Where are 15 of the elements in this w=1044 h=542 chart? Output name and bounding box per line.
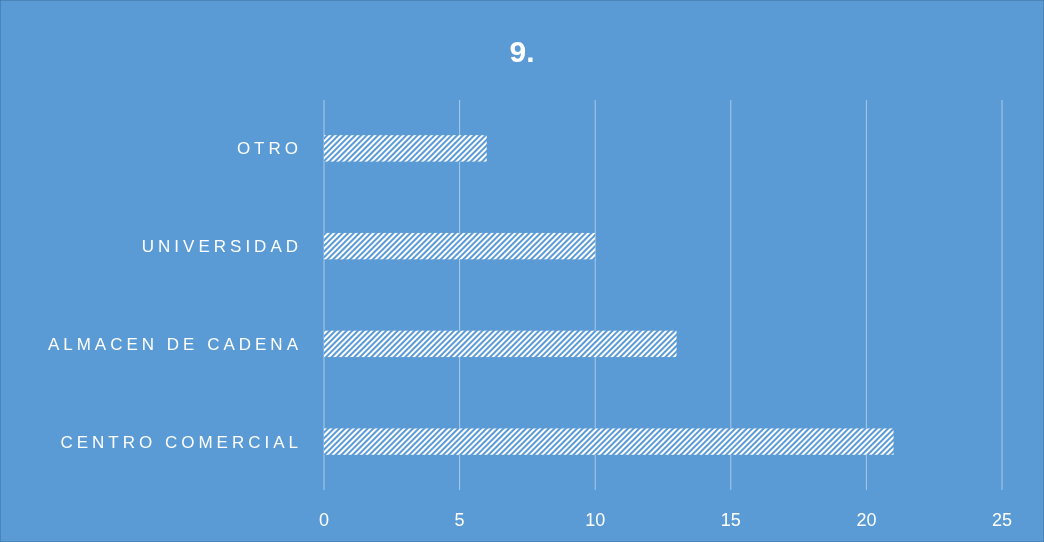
x-tick-label: 5 xyxy=(454,510,465,530)
x-tick-label: 15 xyxy=(720,510,741,530)
y-tick-label: CENTRO COMERCIAL xyxy=(60,432,302,452)
bar xyxy=(324,428,894,455)
y-tick-label: UNIVERSIDAD xyxy=(141,237,302,257)
chart-title: 9. xyxy=(509,35,535,68)
bar xyxy=(324,232,596,260)
y-tick-label: OTRO xyxy=(236,139,302,159)
x-tick-label: 10 xyxy=(585,510,606,530)
bar xyxy=(324,135,487,162)
x-tick-label: 25 xyxy=(991,510,1013,530)
y-tick-label: ALMACEN DE CADENA xyxy=(47,334,302,354)
bar xyxy=(324,330,677,358)
x-tick-label: 0 xyxy=(318,510,330,530)
x-tick-label: 20 xyxy=(856,510,877,530)
